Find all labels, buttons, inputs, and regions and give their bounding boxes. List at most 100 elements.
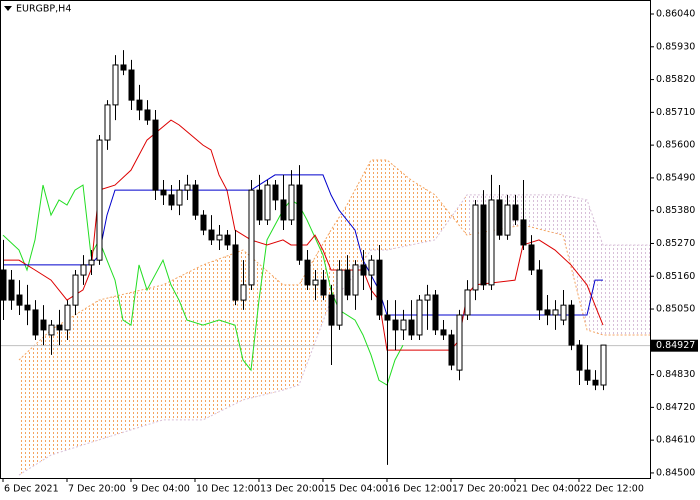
y-tick-label: 0.85380 xyxy=(656,205,695,216)
plot-frame xyxy=(0,0,651,479)
cloud-segment xyxy=(411,179,435,245)
candle-body xyxy=(0,269,7,301)
candle-body xyxy=(448,334,455,366)
y-tick-label: 0.84830 xyxy=(656,369,695,380)
x-tick-label: 9 Dec 04:00 xyxy=(132,484,190,495)
candle-body xyxy=(576,344,583,371)
candle-body xyxy=(232,244,239,301)
candle-body xyxy=(376,259,383,316)
x-tick-label: 21 Dec 04:00 xyxy=(516,484,580,495)
candle-body xyxy=(296,184,303,261)
candle-body xyxy=(392,319,399,331)
cloud-segment xyxy=(163,264,203,420)
candle-body xyxy=(400,319,407,331)
candle-body xyxy=(544,309,551,316)
candle-body xyxy=(424,294,431,301)
y-tick-label: 0.85710 xyxy=(656,107,695,118)
candle-body xyxy=(472,204,479,291)
candle-body xyxy=(528,244,535,271)
candle-body xyxy=(280,199,287,221)
candle-body xyxy=(16,294,23,306)
cloud-span-line xyxy=(18,194,650,476)
y-tick-label: 0.84610 xyxy=(656,435,695,446)
candle-body xyxy=(360,264,367,276)
symbol-menu-icon[interactable] xyxy=(4,6,12,11)
candle-body xyxy=(128,69,135,101)
y-tick-label: 0.85490 xyxy=(656,172,695,183)
cloud-segment xyxy=(19,329,51,476)
candle-body xyxy=(504,204,511,236)
candle-body xyxy=(600,344,607,386)
candle-body xyxy=(568,304,575,346)
candle-body xyxy=(488,199,495,286)
candle-body xyxy=(592,379,599,386)
candle-body xyxy=(64,304,71,331)
x-tick-label: 6 Dec 2021 xyxy=(4,484,59,495)
cloud-segment xyxy=(243,250,283,400)
cloud-segment xyxy=(603,244,650,335)
candle-body xyxy=(24,304,31,311)
chart-title: EURGBP,H4 xyxy=(16,4,71,15)
y-tick-label: 0.85600 xyxy=(656,140,695,151)
candle-body xyxy=(336,269,343,326)
candle-body xyxy=(368,259,375,276)
candle-body xyxy=(216,234,223,241)
indicator-line xyxy=(2,184,404,386)
y-tick-label: 0.85160 xyxy=(656,271,695,282)
candle-body xyxy=(104,104,111,141)
candle-body xyxy=(48,324,55,336)
x-tick-label: 22 Dec 12:00 xyxy=(580,484,644,495)
candle-body xyxy=(496,199,503,236)
candle-body xyxy=(152,119,159,191)
cloud-segment xyxy=(283,284,299,391)
candle-body xyxy=(56,324,63,331)
candle-body xyxy=(256,189,263,221)
candle-body xyxy=(192,184,199,216)
candle-body xyxy=(88,259,95,266)
y-tick-label: 0.84720 xyxy=(656,402,695,413)
candle-body xyxy=(432,294,439,331)
candle-body xyxy=(416,299,423,336)
x-tick-label: 7 Dec 20:00 xyxy=(68,484,126,495)
candle-body xyxy=(288,184,295,221)
cloud-segment xyxy=(51,300,99,456)
candle-body xyxy=(464,289,471,316)
candle-body xyxy=(384,314,391,321)
cloud-segment xyxy=(99,284,163,440)
y-tick-label: 0.86040 xyxy=(656,9,695,20)
candle-body xyxy=(320,279,327,296)
cloud-segment xyxy=(371,160,387,251)
candle-body xyxy=(8,279,15,301)
candle-body xyxy=(80,264,87,276)
candle-body xyxy=(136,99,143,111)
y-tick-label: 0.85820 xyxy=(656,74,695,85)
candle-body xyxy=(408,319,415,336)
candle-body xyxy=(112,64,119,106)
candle-body xyxy=(456,314,463,371)
x-tick-label: 16 Dec 12:00 xyxy=(388,484,452,495)
candle-body xyxy=(272,184,279,201)
cloud-segment xyxy=(347,160,371,285)
cloud-segment xyxy=(387,160,411,251)
candle-body xyxy=(344,269,351,296)
candle-body xyxy=(168,194,175,206)
last-price-label: 0.84927 xyxy=(656,340,695,351)
cloud-segment xyxy=(563,194,587,330)
x-tick-label: 17 Dec 20:00 xyxy=(452,484,516,495)
candle-body xyxy=(552,309,559,316)
cloud-segment xyxy=(299,230,331,386)
candle-body xyxy=(328,294,335,326)
candle-body xyxy=(584,369,591,381)
candle-body xyxy=(304,259,311,286)
candle-body xyxy=(40,319,47,331)
cloud-segment xyxy=(331,205,347,301)
candle-body xyxy=(512,204,519,221)
candle-body xyxy=(240,284,247,301)
candle-body xyxy=(352,264,359,296)
candle-body xyxy=(184,184,191,191)
candle-body xyxy=(200,214,207,231)
x-tick-label: 15 Dec 04:00 xyxy=(324,484,388,495)
last-price-box xyxy=(651,339,698,352)
candle-body xyxy=(440,329,447,336)
